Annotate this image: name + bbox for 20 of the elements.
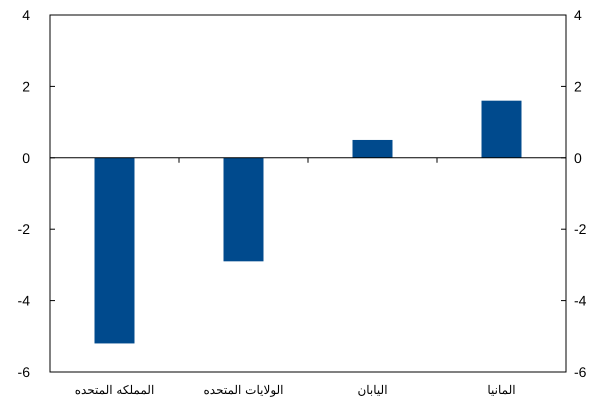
y2-tick-label: -2 xyxy=(574,221,587,238)
y-tick-label: 4 xyxy=(22,7,30,23)
bar xyxy=(352,140,392,158)
bar xyxy=(482,100,522,158)
y-tick-label: -4 xyxy=(18,292,30,309)
y2-tick-label: 4 xyxy=(574,7,582,23)
x-tick-label: المملكه المتحده xyxy=(74,383,154,397)
y2-tick-label: -4 xyxy=(574,292,587,309)
bar xyxy=(224,158,264,262)
y2-tick-label: 2 xyxy=(574,78,582,94)
bar xyxy=(94,158,134,344)
y-tick-label: 2 xyxy=(22,78,30,94)
x-tick-label: اليابان xyxy=(357,383,388,397)
x-tick-label: الولايات المتحده xyxy=(203,383,284,397)
y-tick-label: -2 xyxy=(18,221,30,238)
x-tick-label: المانيا xyxy=(487,383,516,397)
y-tick-label: -6 xyxy=(18,364,30,380)
y2-tick-label: -6 xyxy=(574,364,587,380)
y-tick-label: 0 xyxy=(22,150,30,166)
y2-tick-label: 0 xyxy=(574,150,582,166)
